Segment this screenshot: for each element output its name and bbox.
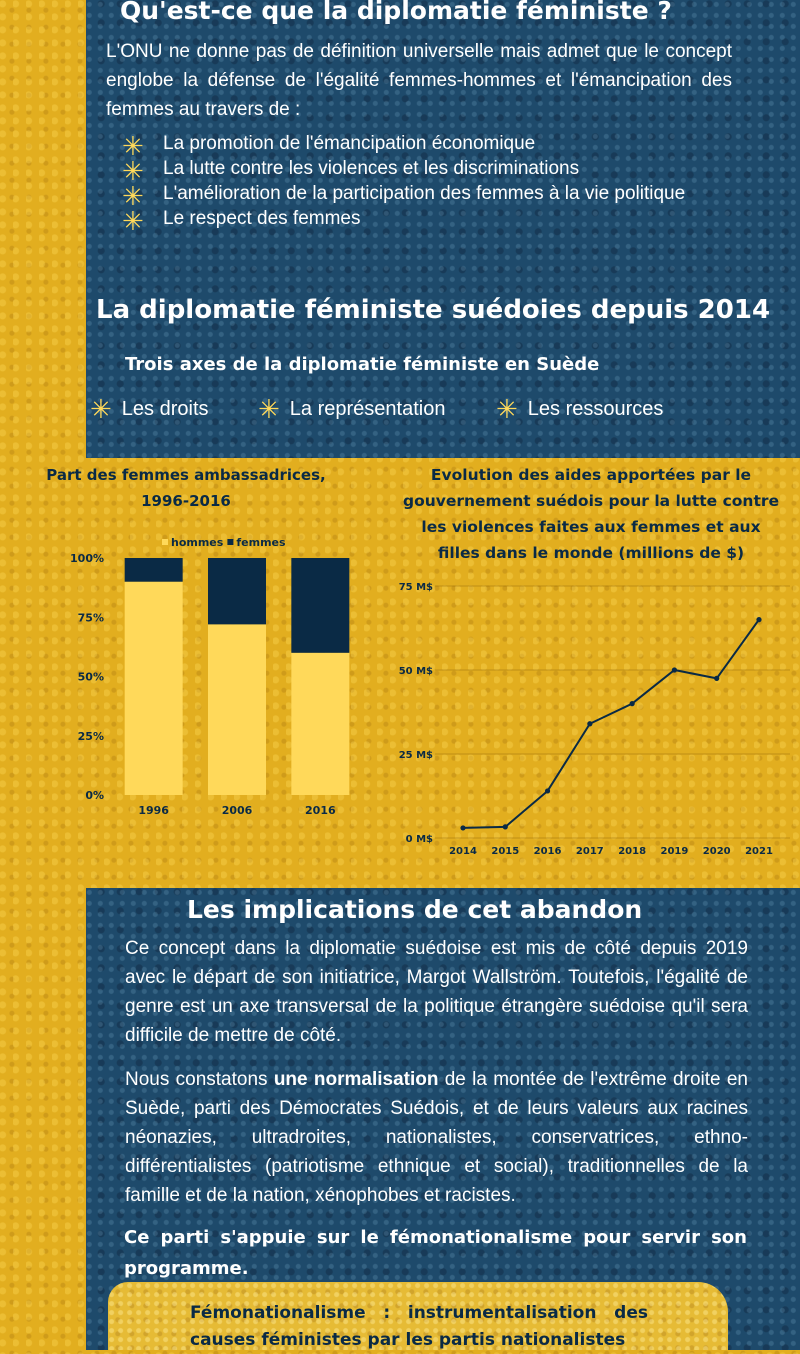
legend-swatch	[227, 539, 234, 545]
data-point-2015	[502, 824, 508, 830]
x-tick-label: 2018	[618, 846, 646, 857]
femonationalisme-definition: Fémonationalisme : instrumentalisation d…	[190, 1303, 648, 1350]
section3-title: Les implications de cet abandon	[187, 895, 643, 924]
axis-item-resources: ✳ Les ressources	[496, 394, 664, 424]
line-chart: 0 M$ 25 M$ 50 M$ 75 M$ 2014 2015 2016 2017 2018 2…	[399, 582, 790, 857]
data-point-2016	[544, 788, 551, 794]
series-line	[462, 619, 760, 829]
data-point-2019	[671, 667, 678, 673]
bar-femmes-1996	[124, 558, 183, 582]
bar-hommes-1996	[124, 581, 183, 795]
x-tick-label: 1996	[138, 804, 169, 817]
implications-panel: Les implications de cet abandon Ce conce…	[86, 888, 800, 1350]
x-tick-label: 2015	[491, 846, 519, 857]
section1-intro: L'ONU ne donne pas de définition univers…	[106, 41, 732, 120]
axis-item-representation: ✳ La représentation	[258, 394, 446, 424]
y-tick-label: 50 M$	[399, 666, 433, 677]
bar-chart: 0% 25% 50% 75% 100% hommes femmes 1996 2006 2016	[70, 536, 350, 817]
section2-title: La diplomatie féministe suédoies depuis …	[96, 295, 771, 325]
bar-hommes-2016	[291, 652, 350, 795]
sparkle-icon: ✳	[90, 394, 112, 424]
bar-hommes-2006	[208, 624, 266, 795]
sparkle-icon: ✳	[122, 156, 144, 186]
sparkle-icon: ✳	[122, 131, 144, 161]
bar-chart-title: Part des femmes ambassadrices, 1996-2016	[46, 466, 326, 510]
legend-swatch	[162, 539, 168, 545]
y-tick-label: 50%	[78, 671, 104, 684]
y-tick-label: 25 M$	[399, 750, 433, 761]
x-tick-label: 2014	[449, 846, 477, 857]
x-tick-label: 2016	[305, 804, 336, 817]
line-chart-title: Evolution des aides apportées par le gou…	[402, 466, 780, 562]
x-tick-label: 2019	[661, 846, 689, 857]
intro-panel: Qu'est-ce que la diplomatie féministe ? …	[86, 0, 800, 458]
x-tick-label: 2006	[222, 804, 253, 817]
section3-paragraph-2: Nous constatons une normalisation de la …	[125, 1069, 748, 1206]
list-item: ✳ Le respect des femmes	[122, 206, 361, 236]
definition-list: ✳ La promotion de l'émancipation économiq…	[122, 131, 706, 236]
list-item: ✳ La lutte contre les violences et les di…	[122, 156, 580, 186]
y-tick-label: 75 M$	[399, 582, 433, 593]
sparkle-icon: ✳	[496, 394, 518, 424]
data-point-2021	[756, 617, 762, 623]
data-point-2020	[714, 675, 720, 681]
section3-paragraph-3: Ce parti s'appuie sur le fémonationalism…	[124, 1227, 747, 1279]
list-item: ✳ L'amélioration de la participation des …	[122, 181, 686, 211]
y-tick-label: 25%	[78, 730, 104, 743]
bar-femmes-2016	[291, 558, 350, 653]
x-tick-label: 2016	[534, 846, 562, 857]
sparkle-icon: ✳	[122, 181, 144, 211]
x-tick-label: 2021	[745, 846, 773, 857]
sparkle-icon: ✳	[258, 394, 280, 424]
y-tick-label: 0%	[85, 789, 104, 802]
bar-femmes-2006	[208, 558, 266, 625]
axis-item-rights: ✳ Les droits	[90, 394, 209, 424]
x-tick-label: 2020	[703, 846, 731, 857]
definition-box: Fémonationalisme : instrumentalisation d…	[108, 1282, 728, 1350]
y-tick-label: 75%	[78, 611, 104, 624]
data-point-2014	[460, 825, 466, 831]
legend-label: hommes	[171, 536, 224, 549]
y-tick-label: 0 M$	[406, 834, 433, 845]
list-item: ✳ La promotion de l'émancipation économiq…	[122, 131, 536, 161]
legend-label: femmes	[236, 536, 286, 549]
section1-title: Qu'est-ce que la diplomatie féministe ?	[120, 0, 672, 25]
section3-paragraph-1: Ce concept dans la diplomatie suédoise e…	[125, 938, 748, 1046]
sparkle-icon: ✳	[122, 206, 144, 236]
x-tick-label: 2017	[576, 846, 604, 857]
data-point-2017	[587, 721, 593, 727]
data-point-2018	[629, 701, 635, 707]
y-tick-label: 100%	[70, 552, 104, 565]
section2-subtitle: Trois axes de la diplomatie féministe en…	[125, 354, 600, 375]
